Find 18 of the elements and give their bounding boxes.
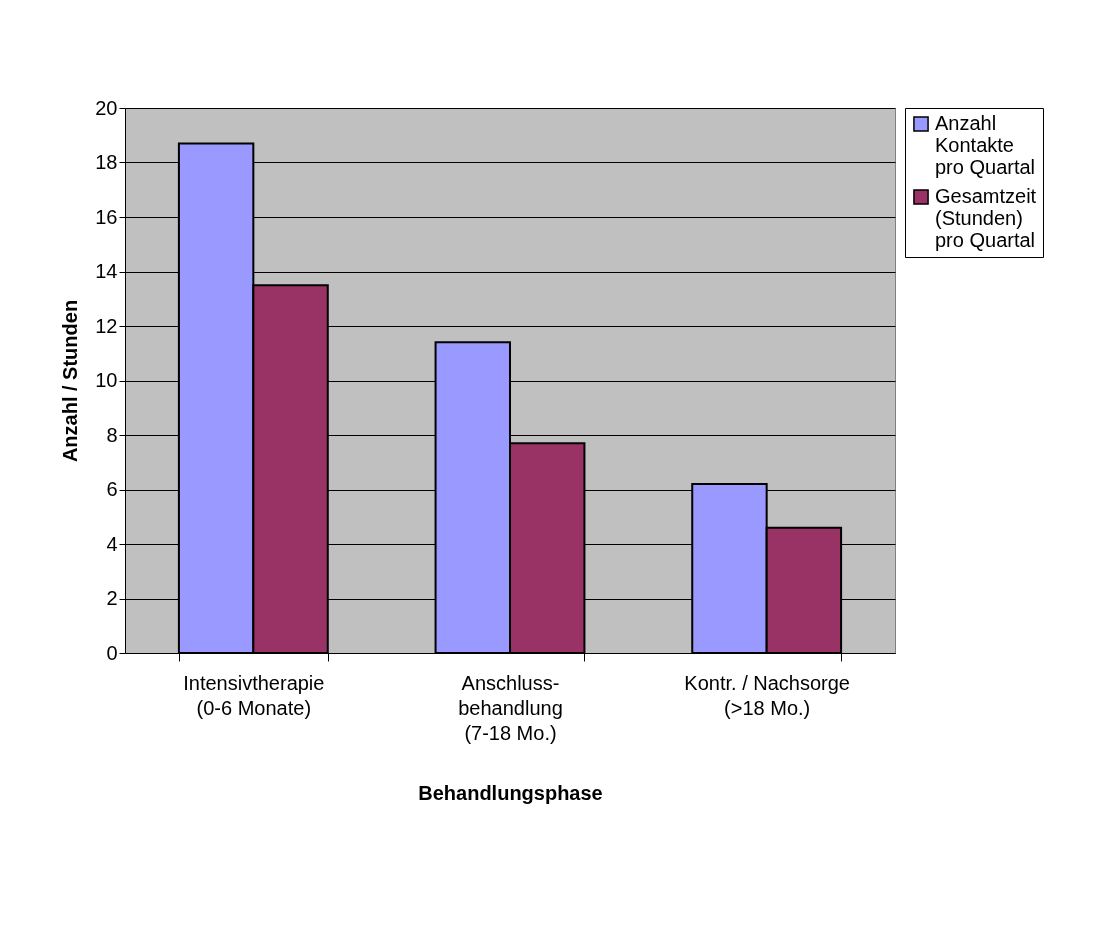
x-tick-label: Intensivtherapie (0-6 Monate) [183, 671, 325, 719]
y-tick-label: 0 [106, 641, 118, 664]
y-tick-label: 16 [95, 205, 118, 228]
y-tick-label: 10 [95, 369, 118, 391]
x-axis-title: Behandlungsphase [418, 781, 603, 804]
legend-label: Anzahl Kontakte pro Quartal [935, 112, 1036, 178]
y-tick-label: 8 [106, 423, 118, 446]
y-tick-label: 4 [106, 532, 118, 555]
y-tick-label: 20 [95, 96, 118, 119]
x-tick-label: Kontr. / Nachsorge (>18 Mo.) [684, 671, 850, 719]
y-tick-label: 2 [106, 587, 118, 609]
x-tick-label: Anschluss- behandlung (7-18 Mo.) [458, 671, 563, 744]
y-tick-label: 12 [95, 314, 118, 337]
y-tick-label: 6 [106, 478, 118, 500]
y-axis-title: Anzahl / Stunden [59, 299, 82, 463]
y-tick-label: 14 [95, 260, 118, 282]
legend-label: Gesamtzeit (Stunden) pro Quartal [935, 185, 1037, 251]
y-tick-label: 18 [95, 151, 118, 173]
